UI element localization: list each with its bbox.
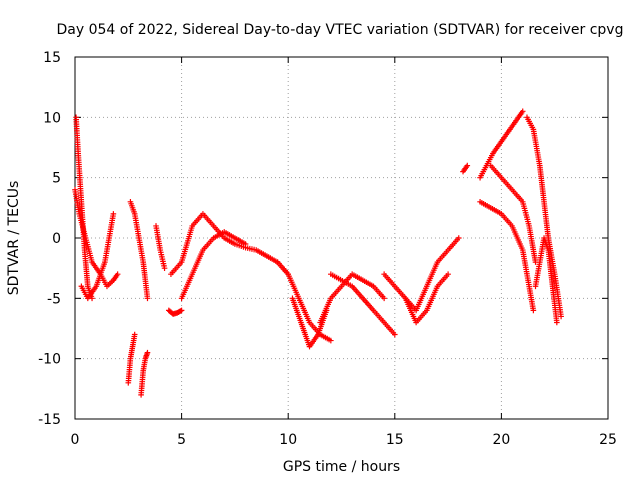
data-point xyxy=(110,211,117,217)
data-point xyxy=(445,271,451,277)
chart-title: Day 054 of 2022, Sidereal Day-to-day VTE… xyxy=(57,22,624,38)
x-tick-label: 0 xyxy=(71,432,80,448)
series-s7 xyxy=(153,223,168,271)
series-s4 xyxy=(127,199,151,302)
data-point xyxy=(392,331,398,338)
data-point xyxy=(177,308,184,314)
data-point xyxy=(144,295,151,302)
y-tick-label: 0 xyxy=(52,231,61,247)
series-s17 xyxy=(460,162,471,175)
data-point xyxy=(381,295,387,302)
data-point xyxy=(455,235,462,241)
data-point xyxy=(161,265,168,271)
plot-frame xyxy=(74,56,609,420)
series-s11 xyxy=(274,259,334,344)
data-point xyxy=(131,331,138,338)
series-s20 xyxy=(487,162,539,265)
series-s13 xyxy=(317,271,387,326)
x-tick-label: 15 xyxy=(386,432,404,448)
data-point xyxy=(530,307,537,314)
series-s8 xyxy=(166,307,185,317)
y-tick-label: -10 xyxy=(38,352,61,368)
y-tick-label: -5 xyxy=(47,291,61,307)
series-s3 xyxy=(78,211,117,302)
series-s18 xyxy=(477,108,526,181)
y-tick-label: 10 xyxy=(43,110,61,126)
y-tick-label: 15 xyxy=(43,50,61,66)
y-axis-label: SDTVAR / TECUs xyxy=(6,181,22,296)
series-s1 xyxy=(72,186,121,290)
axis-ticks: 0 5 10 15 20 25 -15 -10 -5 0 5 10 15 xyxy=(38,50,617,448)
series-s22 xyxy=(532,235,560,326)
series-s16 xyxy=(402,271,451,326)
data-point xyxy=(558,313,564,320)
data-point xyxy=(144,349,151,356)
series-s2 xyxy=(73,114,95,302)
grid xyxy=(75,57,608,419)
series-s9 xyxy=(168,211,291,277)
data-point xyxy=(554,319,560,326)
data-point xyxy=(242,241,249,247)
series-s19 xyxy=(477,199,537,314)
y-tick-label: 5 xyxy=(52,171,61,187)
data-point xyxy=(519,108,526,115)
x-tick-label: 20 xyxy=(492,432,510,448)
x-tick-label: 5 xyxy=(177,432,186,448)
data-point xyxy=(178,307,185,314)
x-axis-label: GPS time / hours xyxy=(283,459,400,475)
y-tick-label: -15 xyxy=(38,412,61,428)
series-s15 xyxy=(381,235,462,314)
series-s10 xyxy=(178,229,249,302)
series-s14 xyxy=(328,271,398,338)
data-point xyxy=(114,271,121,277)
data-point xyxy=(328,337,334,344)
x-tick-label: 10 xyxy=(279,432,297,448)
series-s5 xyxy=(125,331,138,386)
data-point xyxy=(464,162,471,169)
series-s6 xyxy=(138,349,151,398)
x-tick-label: 25 xyxy=(599,432,617,448)
series-s21 xyxy=(524,114,564,320)
data-points xyxy=(72,108,564,398)
